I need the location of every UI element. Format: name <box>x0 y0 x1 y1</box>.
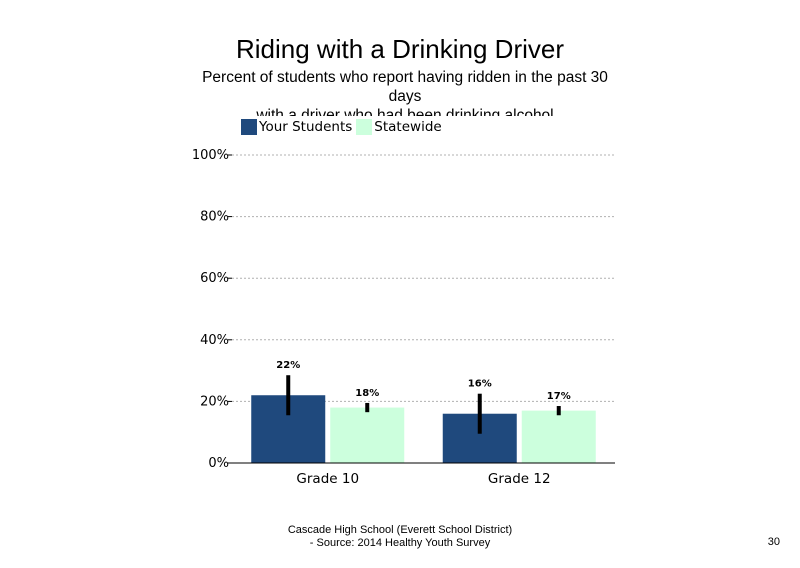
legend-label: Statewide <box>374 119 442 135</box>
subtitle-line: Percent of students who report having ri… <box>202 69 608 86</box>
legend-swatch <box>356 119 373 135</box>
y-tick-label: 40% <box>200 333 229 348</box>
y-tick-label: 60% <box>200 271 229 286</box>
legend-item-your-students: Your Students <box>241 119 352 135</box>
y-tick-label: 80% <box>200 210 229 225</box>
legend-item-statewide: Statewide <box>356 119 442 135</box>
x-category-label: Grade 10 <box>296 471 359 487</box>
data-label: 16% <box>468 379 492 390</box>
x-category-label: Grade 12 <box>488 471 551 487</box>
y-tick-label: 20% <box>200 394 229 409</box>
legend-swatch <box>241 119 257 135</box>
data-label: 18% <box>355 388 379 399</box>
footer-line: - Source: 2014 Healthy Youth Survey <box>309 537 491 549</box>
footer-source: Cascade High School (Everett School Dist… <box>200 524 600 550</box>
y-tick-label: 0% <box>208 456 229 471</box>
subtitle-line: days <box>388 88 422 105</box>
chart-legend: Your Students Statewide <box>241 118 446 136</box>
footer-line: Cascade High School (Everett School Dist… <box>287 524 513 536</box>
y-tick-label: 100% <box>192 148 229 163</box>
subtitle-line: with a driver who had been drinking alco… <box>256 107 554 116</box>
chart-title: Riding with a Drinking Driver <box>236 34 564 64</box>
data-label: 17% <box>547 391 571 402</box>
bars: 22% 18% 16% 17% <box>251 360 596 463</box>
bar <box>521 410 596 463</box>
bar <box>330 407 405 463</box>
legend-label: Your Students <box>259 119 353 135</box>
data-label: 22% <box>276 360 300 371</box>
axes: 0% 20% 40% 60% 80% 100% Grade 10 Grade 12 <box>192 148 615 487</box>
page-number: 30 <box>767 536 780 548</box>
chart-subtitle: Percent of students who report having ri… <box>170 68 640 116</box>
